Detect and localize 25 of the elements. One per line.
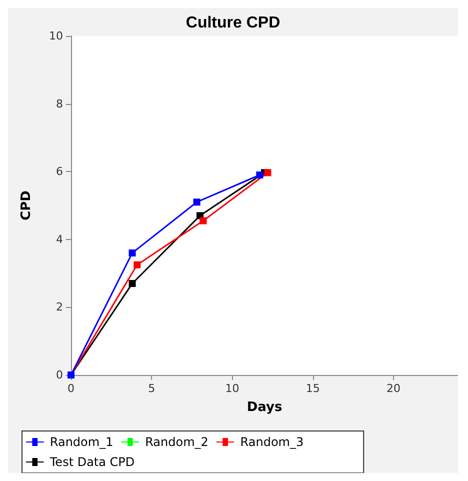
y-tick-label: 4 <box>56 232 63 246</box>
chart-title: Culture CPD <box>186 14 280 32</box>
y-tick-label: 6 <box>56 165 63 178</box>
point <box>134 261 141 268</box>
x-tick-label: 5 <box>148 382 156 395</box>
y-axis-title: CPD <box>19 190 34 220</box>
point <box>128 249 136 256</box>
x-tick-label: 0 <box>68 382 74 395</box>
x-tick-label: 15 <box>306 382 320 395</box>
point <box>193 198 200 206</box>
legend-label: Random_2 <box>145 435 208 449</box>
point <box>200 217 207 224</box>
y-tick-label: 2 <box>56 300 63 314</box>
y-tick-label: 0 <box>56 368 63 382</box>
legend-label: Random_1 <box>50 435 114 449</box>
legend-label: Random_3 <box>240 435 304 449</box>
point <box>264 169 272 176</box>
x-tick-label: 20 <box>386 382 400 395</box>
point <box>128 280 136 287</box>
point <box>256 171 264 178</box>
legend-label: Test Data CPD <box>48 455 135 469</box>
x-tick-label: 10 <box>225 382 240 395</box>
x-axis-title: Days <box>246 400 282 415</box>
y-tick-label: 8 <box>56 97 63 110</box>
y-tick-label: 10 <box>49 30 63 42</box>
